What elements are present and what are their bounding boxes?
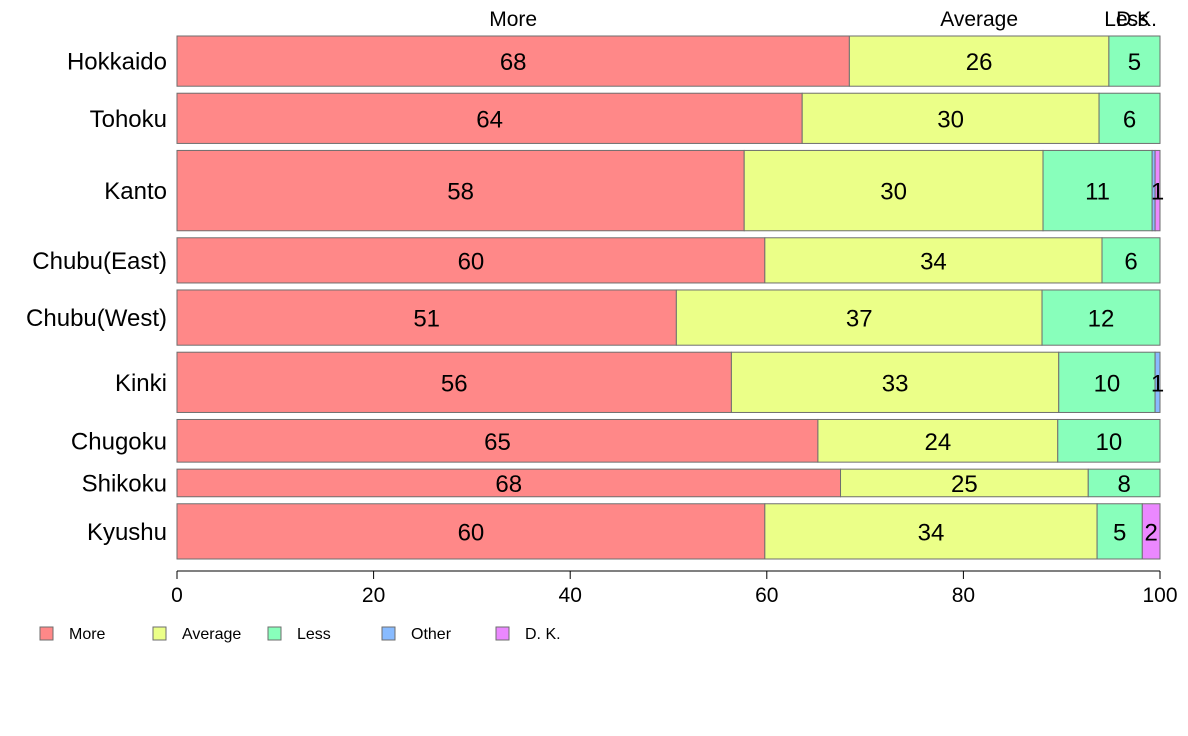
data-label-chubu-east-less: 6: [1124, 248, 1137, 275]
row-label-kyushu: Kyushu: [87, 519, 167, 546]
data-label-tohoku-less: 6: [1123, 106, 1136, 133]
data-label-chubu-east-more: 60: [458, 248, 485, 275]
data-label-kyushu-average: 34: [918, 519, 945, 546]
data-label-kyushu-more: 60: [458, 519, 485, 546]
data-label-hokkaido-average: 26: [966, 49, 993, 76]
bar-kanto-d-k: [1154, 149, 1161, 232]
data-label-hokkaido-more: 68: [500, 49, 527, 76]
data-label-chugoku-less: 10: [1096, 429, 1123, 456]
x-tick-label-20: 20: [362, 584, 385, 607]
bar-hokkaido-average: [848, 35, 1110, 87]
row-label-chubu-east: Chubu(East): [32, 248, 167, 275]
bar-chugoku-more: [176, 418, 819, 463]
data-label-kanto-d-k: 1: [1151, 179, 1164, 206]
row-label-chubu-west: Chubu(West): [26, 305, 167, 332]
bar-kanto-average: [743, 149, 1044, 232]
bar-kyushu-d-k: [1141, 503, 1161, 560]
row-label-kinki: Kinki: [115, 370, 167, 397]
data-label-kinki-average: 33: [882, 370, 909, 397]
bar-chubu-east-less: [1101, 237, 1161, 284]
data-label-tohoku-more: 64: [476, 106, 503, 133]
legend-swatch-less: [267, 626, 282, 641]
column-header-more: More: [489, 8, 537, 31]
legend: More Average Less Other D. K.: [39, 626, 561, 643]
data-label-kinki-more: 56: [441, 370, 468, 397]
x-tick-label-40: 40: [559, 584, 582, 607]
data-label-chubu-west-less: 12: [1088, 306, 1115, 333]
legend-swatch-other: [381, 626, 396, 641]
bar-chubu-west-more: [176, 289, 677, 346]
data-label-kinki-other: 1: [1151, 370, 1164, 397]
row-label-hokkaido: Hokkaido: [67, 49, 167, 76]
bar-kinki-more: [176, 351, 732, 413]
legend-label-less: Less: [297, 626, 331, 643]
bar-kyushu-more: [176, 503, 766, 560]
column-header-d-k: D.K.: [1116, 8, 1157, 31]
data-label-kyushu-less: 5: [1113, 519, 1126, 546]
bar-chugoku-less: [1057, 418, 1161, 463]
bar-tohoku-more: [176, 92, 803, 144]
bar-kanto-more: [176, 149, 745, 232]
data-label-kanto-less: 11: [1085, 179, 1110, 206]
bar-chugoku-average: [817, 418, 1059, 463]
row-label-tohoku: Tohoku: [90, 106, 167, 133]
data-label-kanto-more: 58: [447, 179, 474, 206]
legend-label-more: More: [69, 626, 106, 643]
data-label-chubu-east-average: 34: [920, 248, 947, 275]
bar-kanto-less: [1042, 149, 1153, 232]
data-label-kyushu-d-k: 2: [1144, 519, 1157, 546]
bar-kyushu-less: [1096, 503, 1143, 560]
data-label-chugoku-more: 65: [484, 429, 511, 456]
legend-swatch-more: [39, 626, 54, 641]
row-label-kanto: Kanto: [104, 178, 167, 205]
data-label-shikoku-more: 68: [495, 471, 522, 498]
x-axis: 0 20 40 60 80 100: [171, 570, 1178, 607]
bar-tohoku-less: [1098, 92, 1161, 144]
bar-chubu-east-average: [764, 237, 1103, 284]
data-label-hokkaido-less: 5: [1128, 49, 1141, 76]
bar-hokkaido-more: [176, 35, 850, 87]
data-label-chugoku-average: 24: [924, 429, 951, 456]
data-label-shikoku-less: 8: [1117, 471, 1130, 498]
legend-label-other: Other: [411, 626, 452, 643]
bar-shikoku-average: [840, 468, 1089, 498]
x-tick-label-60: 60: [755, 584, 778, 607]
legend-swatch-average: [152, 626, 167, 641]
data-label-shikoku-average: 25: [951, 471, 978, 498]
legend-label-average: Average: [182, 626, 241, 643]
x-tick-label-80: 80: [952, 584, 975, 607]
bar-chubu-west-less: [1041, 289, 1161, 346]
row-labels: Hokkaido Tohoku Kanto Chubu(East) Chubu(West…: [26, 49, 167, 546]
bar-shikoku-less: [1087, 468, 1161, 498]
bar-kinki-less: [1058, 351, 1156, 413]
bar-tohoku-average: [801, 92, 1100, 144]
bar-kyushu-average: [764, 503, 1098, 560]
data-label-kinki-less: 10: [1094, 370, 1121, 397]
column-header-average: Average: [940, 8, 1018, 31]
x-tick-label-100: 100: [1142, 584, 1177, 607]
bar-kinki-average: [730, 351, 1060, 413]
data-label-chubu-west-more: 51: [413, 306, 440, 333]
x-tick-label-0: 0: [171, 584, 183, 607]
legend-label-d-k: D. K.: [525, 626, 561, 643]
data-label-chubu-west-average: 37: [846, 306, 873, 333]
legend-swatch-d-k: [495, 626, 510, 641]
bar-shikoku-more: [176, 468, 842, 498]
data-label-tohoku-average: 30: [937, 106, 964, 133]
bar-hokkaido-less: [1108, 35, 1161, 87]
column-header-less: Less: [1104, 8, 1148, 31]
row-label-chugoku: Chugoku: [71, 428, 167, 455]
bars: [176, 35, 1161, 560]
data-label-kanto-average: 30: [880, 179, 907, 206]
bar-chubu-west-average: [675, 289, 1043, 346]
bar-kinki-other: [1154, 351, 1161, 413]
row-label-shikoku: Shikoku: [82, 470, 167, 497]
